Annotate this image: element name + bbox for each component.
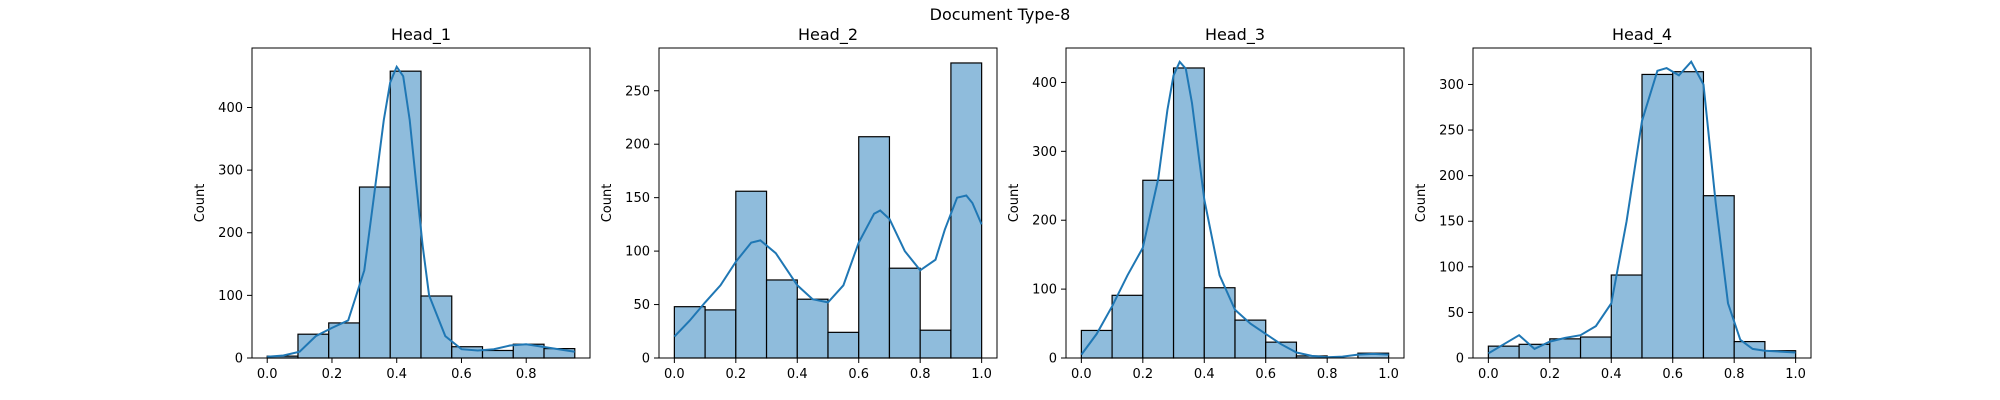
y-tick-label: 0 [235, 352, 243, 367]
axes-frame [1065, 47, 1405, 359]
x-tick-label: 0.6 [848, 367, 869, 382]
x-tick-label: 0.4 [386, 367, 407, 382]
y-tick-label: 100 [625, 245, 650, 260]
kde-line [1487, 59, 1796, 355]
x-tick-label: 1.0 [971, 367, 992, 382]
axes-frame [251, 47, 591, 359]
histogram-bar [1142, 179, 1175, 359]
x-tick-label: 0.6 [451, 367, 472, 382]
y-tick-label: 300 [218, 164, 243, 179]
kde-line [1080, 59, 1389, 359]
y-tick-label: 200 [1032, 214, 1057, 229]
histogram-bar [919, 329, 952, 359]
y-tick-label: 100 [1032, 283, 1057, 298]
histogram-bar [1172, 67, 1205, 359]
histogram-bar [735, 190, 768, 359]
y-tick-label: 300 [1032, 145, 1057, 160]
histogram-bar [765, 279, 798, 359]
x-tick-label: 0.0 [257, 367, 278, 382]
x-tick-label: 0.8 [516, 367, 537, 382]
histogram-bar [389, 70, 422, 359]
histogram-bar [796, 298, 829, 359]
histogram-bar [420, 295, 453, 359]
histogram-bar [1610, 274, 1643, 359]
y-tick-label: 0 [642, 352, 650, 367]
histogram-bar [704, 309, 737, 359]
x-tick-label: 0.8 [1317, 367, 1338, 382]
axes-frame [658, 47, 998, 359]
y-tick-label: 200 [625, 138, 650, 153]
y-tick-label: 50 [633, 298, 650, 313]
y-tick-label: 100 [1439, 260, 1464, 275]
kde-line [673, 194, 983, 338]
x-tick-label: 1.0 [1378, 367, 1399, 382]
subplot-title: Head_1 [391, 25, 451, 45]
histogram-bar [1487, 345, 1520, 359]
x-tick-label: 0.8 [910, 367, 931, 382]
y-tick-label: 0 [1049, 352, 1057, 367]
subplot-title: Head_4 [1612, 25, 1672, 45]
x-tick-label: 0.0 [1478, 367, 1499, 382]
x-tick-label: 0.8 [1724, 367, 1745, 382]
histogram-bar [1672, 71, 1705, 359]
y-tick-label: 200 [1439, 169, 1464, 184]
x-tick-label: 0.4 [1601, 367, 1622, 382]
histogram-bar [1234, 319, 1267, 359]
y-axis-label: Count [1414, 184, 1429, 223]
y-tick-label: 200 [218, 226, 243, 241]
axes-frame [1472, 47, 1812, 359]
histogram-bar [858, 136, 891, 359]
histogram-bar [451, 346, 484, 359]
x-tick-label: 0.0 [664, 367, 685, 382]
y-tick-label: 50 [1447, 306, 1464, 321]
x-tick-label: 0.2 [725, 367, 746, 382]
histogram-bar [950, 62, 983, 359]
x-tick-label: 0.4 [1194, 367, 1215, 382]
histogram-bar [1641, 73, 1674, 359]
y-tick-label: 150 [1439, 215, 1464, 230]
y-axis-label: Count [1007, 184, 1022, 223]
y-tick-label: 100 [218, 289, 243, 304]
y-tick-label: 400 [1032, 76, 1057, 91]
subplot-head-3: Head_3 0.0 0.2 0.4 0.6 0.8 1.0 0 100 200 300 400 Cou… [1007, 25, 1405, 382]
subplot-head-4: Head_4 0.0 0.2 0.4 0.6 0.8 1.0 0 50 100 150 200 250 3… [1414, 25, 1812, 382]
histogram-bar [1549, 338, 1582, 359]
y-tick-label: 0 [1456, 352, 1464, 367]
y-tick-label: 250 [1439, 124, 1464, 139]
histogram-bar [1702, 195, 1735, 359]
x-tick-label: 0.0 [1071, 367, 1092, 382]
x-tick-label: 0.2 [1539, 367, 1560, 382]
histogram-bar [888, 267, 921, 359]
y-tick-label: 150 [625, 191, 650, 206]
histogram-bar [1111, 294, 1144, 359]
histogram-bar [1518, 343, 1551, 359]
x-tick-label: 1.0 [1785, 367, 1806, 382]
y-axis-label: Count [600, 184, 615, 223]
x-tick-label: 0.6 [1662, 367, 1683, 382]
x-tick-label: 0.2 [1132, 367, 1153, 382]
y-tick-label: 400 [218, 101, 243, 116]
y-axis-label: Count [193, 184, 208, 223]
subplot-head-2: Head_2 0.0 0.2 0.4 0.6 0.8 1.0 0 50 100 150 200 250 C… [600, 25, 998, 382]
histogram-bar [1579, 336, 1612, 359]
x-tick-label: 0.4 [787, 367, 808, 382]
y-tick-label: 250 [625, 84, 650, 99]
figure-title: Document Type-8 [930, 5, 1071, 24]
histogram-bar [1080, 329, 1113, 359]
x-tick-label: 0.2 [322, 367, 343, 382]
histogram-bar [827, 331, 860, 359]
subplot-title: Head_3 [1205, 25, 1265, 45]
subplot-head-1: Head_1 0.0 0.2 0.4 0.6 0.8 0 100 200 300 400 Count [193, 25, 591, 382]
y-tick-label: 300 [1439, 78, 1464, 93]
histogram-bar [481, 349, 514, 359]
x-tick-label: 0.6 [1255, 367, 1276, 382]
subplot-title: Head_2 [798, 25, 858, 45]
kde-line [267, 64, 575, 358]
